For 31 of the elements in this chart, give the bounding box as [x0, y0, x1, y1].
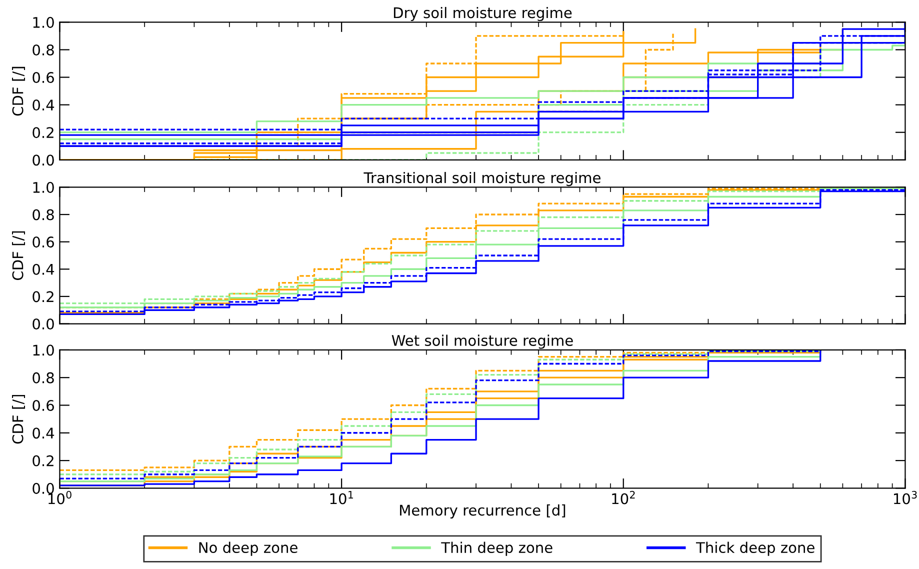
y-tick-label: 1.0 [33, 182, 54, 193]
y-tick-label: 0.8 [32, 372, 54, 384]
y-tick-label: 0.0 [32, 318, 54, 330]
y-tick-label: 0.6 [32, 400, 54, 411]
y-tick-label: 0.8 [32, 44, 54, 56]
chart-title: Transitional soil moisture regime [364, 172, 600, 186]
legend-label: Thin deep zone [441, 542, 552, 556]
y-tick-label: 0.2 [32, 291, 54, 302]
legend-label: Thick deep zone [696, 542, 814, 556]
y-tick-label: 0.2 [32, 455, 54, 466]
y-tick-label: 0.4 [32, 264, 54, 275]
y-tick-label: 0.0 [32, 482, 54, 494]
y-tick-label: 0.2 [32, 127, 54, 138]
x-axis-title: Memory recurrence [d] [400, 504, 566, 519]
chart-title: Dry soil moisture regime [394, 6, 572, 22]
y-tick-label: 0.0 [32, 154, 54, 166]
y-tick-label: 0.4 [32, 100, 54, 111]
y-tick-label: 0.6 [32, 72, 54, 84]
y-tick-label: 0.8 [32, 209, 54, 220]
y-axis-title: CDF [/] [12, 231, 26, 280]
x-tick-label: 10$^{3}$ [894, 490, 917, 504]
legend-label: No deep zone [199, 542, 298, 556]
y-tick-label: 0.6 [32, 236, 54, 248]
chart-title: Wet soil moisture regime [392, 334, 573, 349]
x-tick-label: 10$^{2}$ [612, 490, 635, 504]
y-tick-label: 1.0 [33, 344, 54, 356]
y-axis-title: CDF [/] [12, 66, 26, 116]
y-axis-title: CDF [/] [12, 394, 26, 444]
y-tick-label: 1.0 [33, 16, 54, 28]
x-tick-label: 10$^{1}$ [330, 491, 353, 504]
y-tick-label: 0.4 [32, 428, 54, 439]
